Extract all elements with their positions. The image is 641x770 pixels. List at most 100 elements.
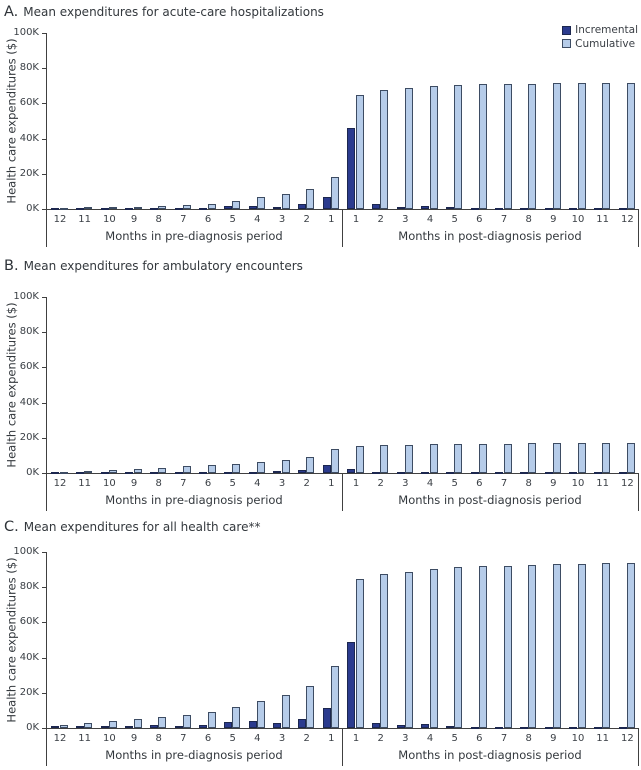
panel-letter: B. (4, 258, 19, 274)
bar-cumulative (429, 569, 438, 728)
x-tick-label: 10 (102, 733, 116, 744)
bar-cumulative (528, 564, 537, 728)
bar-cumulative (232, 463, 241, 473)
bar-incremental (248, 721, 257, 728)
bar-cumulative (577, 563, 586, 728)
y-tick-mark (42, 437, 46, 439)
bar-incremental (396, 206, 405, 209)
bar-cumulative (627, 442, 636, 473)
bar-cumulative (84, 471, 93, 474)
bar-incremental (569, 471, 578, 474)
bar-cumulative (454, 85, 463, 209)
bar-incremental (125, 471, 134, 474)
y-tick-label: 60K (19, 616, 39, 628)
bar-cumulative (133, 719, 142, 728)
bar-cumulative (207, 712, 216, 728)
bar-incremental (544, 207, 553, 210)
bar-cumulative (503, 443, 512, 473)
bar-cumulative (627, 562, 636, 728)
bar-incremental (100, 725, 109, 728)
y-tick-mark (42, 692, 46, 694)
axis-right-end-line (638, 209, 639, 247)
panel-acute-care-hospitalizations: A. Mean expenditures for acute-care hosp… (0, 0, 641, 251)
bar-incremental (224, 471, 233, 474)
bar-cumulative (59, 207, 68, 210)
x-tick-label: 4 (426, 733, 434, 744)
bar-incremental (421, 205, 430, 209)
bar-cumulative (331, 449, 340, 473)
x-tick-label: 7 (500, 478, 508, 489)
bar-cumulative (380, 574, 389, 728)
bar-cumulative (306, 686, 315, 728)
bar-incremental (470, 471, 479, 474)
panel-title: B. Mean expenditures for ambulatory enco… (4, 258, 303, 274)
bar-incremental (495, 207, 504, 210)
bar-incremental (594, 207, 603, 210)
bar-incremental (347, 642, 356, 728)
bar-cumulative (281, 459, 290, 473)
y-tick-mark (42, 622, 46, 624)
x-axis-group-label: Months in pre-diagnosis period (105, 229, 283, 243)
x-tick-label: 6 (204, 733, 212, 744)
legend: Incremental Cumulative (562, 25, 638, 49)
bar-incremental (76, 471, 85, 474)
x-tick-label: 1 (352, 733, 360, 744)
x-tick-label: 7 (180, 214, 187, 225)
bar-incremental (199, 724, 208, 728)
legend-item-incremental: Incremental (562, 25, 638, 36)
bar-cumulative (553, 443, 562, 473)
y-tick-label: 100K (13, 291, 39, 302)
bar-cumulative (133, 206, 142, 209)
bar-incremental (224, 722, 233, 728)
y-tick-mark (42, 68, 46, 70)
bar-incremental (372, 471, 381, 474)
y-tick-label: 80K (19, 62, 39, 74)
y-axis-line (46, 33, 47, 247)
y-axis-label: Health care expenditures ($) (3, 33, 21, 209)
x-tick-label: 4 (426, 214, 434, 225)
x-tick-label: 2 (303, 478, 310, 489)
bar-cumulative (158, 717, 167, 728)
y-tick-label: 20K (19, 431, 39, 443)
bar-incremental (125, 726, 134, 729)
x-tick-label: 2 (303, 733, 310, 744)
x-tick-label: 1 (352, 214, 360, 225)
bar-cumulative (355, 445, 364, 473)
bar-incremental (544, 471, 553, 474)
x-tick-label: 8 (525, 478, 532, 489)
bar-cumulative (355, 94, 364, 209)
bar-incremental (298, 470, 307, 473)
bar-cumulative (577, 82, 586, 209)
bar-cumulative (59, 471, 68, 474)
bar-incremental (594, 726, 603, 729)
x-tick-label: 11 (78, 214, 92, 225)
y-tick-mark (42, 728, 46, 729)
y-tick-mark (42, 367, 46, 369)
bar-incremental (174, 725, 183, 728)
bar-incremental (273, 722, 282, 728)
x-axis-group-label: Months in post-diagnosis period (398, 493, 582, 507)
axis-right-end-line (638, 473, 639, 511)
bar-cumulative (405, 571, 414, 728)
x-tick-label: 4 (254, 733, 261, 744)
panel-title-text: Mean expenditures for all health care** (23, 520, 261, 534)
bar-cumulative (602, 563, 611, 728)
bar-cumulative (503, 83, 512, 209)
bar-incremental (273, 471, 282, 474)
bar-incremental (520, 207, 529, 210)
bar-incremental (174, 207, 183, 210)
x-tick-label: 1 (328, 733, 335, 744)
bar-cumulative (158, 205, 167, 209)
x-tick-label: 9 (130, 214, 138, 225)
bar-incremental (520, 471, 529, 474)
bar-incremental (248, 205, 257, 209)
y-tick-mark (42, 402, 46, 404)
bar-incremental (569, 726, 578, 729)
axis-right-end-line (638, 728, 639, 766)
x-tick-label: 3 (402, 478, 409, 489)
incremental-swatch-icon (562, 25, 572, 35)
y-tick-mark (42, 209, 46, 210)
x-tick-label: 7 (180, 733, 187, 744)
x-axis-group-label: Months in post-diagnosis period (398, 748, 582, 762)
y-axis-label: Health care expenditures ($) (3, 297, 21, 473)
